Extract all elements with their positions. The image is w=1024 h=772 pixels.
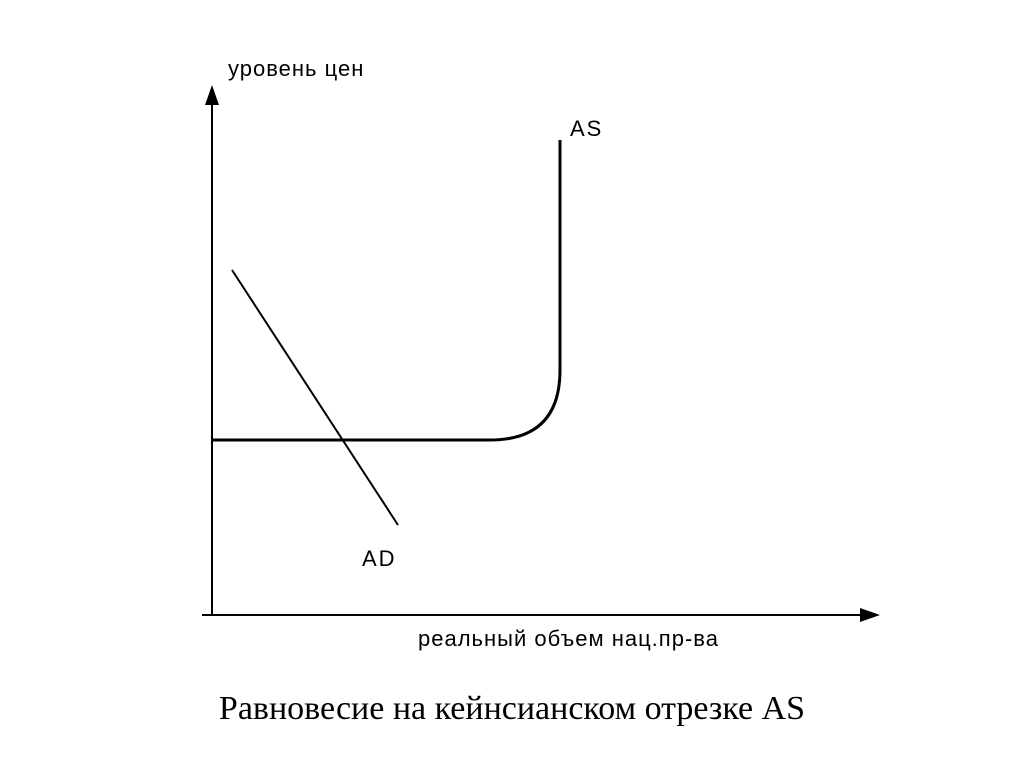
x-axis-arrow [860, 608, 880, 622]
as-curve [212, 140, 560, 440]
ad-line-label: AD [362, 546, 397, 572]
ad-line [232, 270, 398, 525]
y-axis-arrow [205, 85, 219, 105]
chart-caption: Равновесие на кейнсианском отрезке AS [0, 690, 1024, 728]
y-axis-label: уровень цен [228, 56, 364, 82]
as-curve-label: AS [570, 116, 603, 142]
x-axis-label: реальный объем нац.пр-ва [418, 626, 719, 652]
chart-container: уровень цен реальный объем нац.пр-ва AS … [0, 0, 1024, 767]
